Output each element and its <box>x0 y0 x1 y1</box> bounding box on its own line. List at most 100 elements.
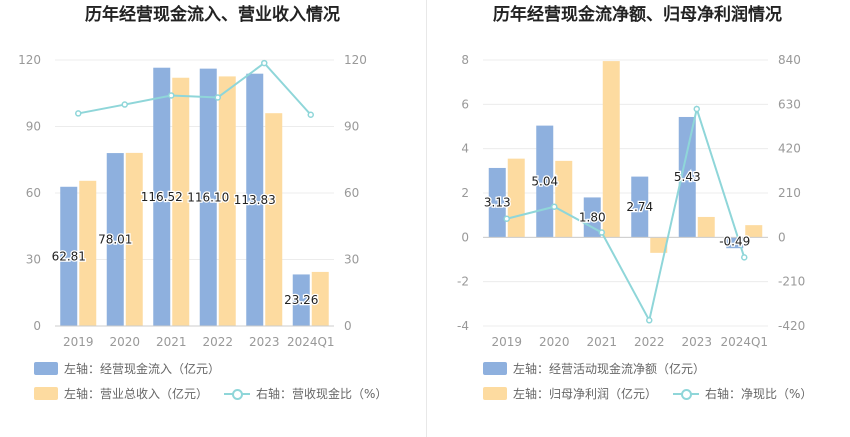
left-bar-secondary[interactable] <box>125 152 143 326</box>
legend-item-net-cash-flow[interactable]: 左轴：经营活动现金流净额（亿元） <box>483 360 705 377</box>
legend-label: 左轴：经营现金流入（亿元） <box>64 362 221 376</box>
legend-swatch-orange <box>483 387 507 400</box>
legend-label: 右轴：营收现金比（%） <box>256 387 388 401</box>
right-bar-primary[interactable] <box>488 167 506 238</box>
left-ratio-point[interactable] <box>307 111 314 119</box>
left-legend-row-1: 左轴：经营现金流入（亿元） <box>34 360 236 377</box>
right-data-label: 5.43 <box>674 170 701 184</box>
right-data-label: 3.13 <box>484 196 511 210</box>
legend-item-revenue[interactable]: 左轴：营业总收入（亿元） <box>34 385 208 402</box>
right-ratio-point[interactable] <box>503 215 510 223</box>
left-ratio-point[interactable] <box>121 101 128 108</box>
right-ratio-point[interactable] <box>646 317 653 324</box>
legend-item-cash-inflow[interactable]: 左轴：经营现金流入（亿元） <box>34 360 220 377</box>
right-ratio-point[interactable] <box>598 229 605 236</box>
right-legend-row-1: 左轴：经营活动现金流净额（亿元） <box>483 360 721 377</box>
legend-line-marker-icon <box>673 387 700 400</box>
left-left-tick-label: 90 <box>26 120 41 134</box>
left-bar-primary[interactable] <box>292 274 310 326</box>
left-right-tick-label: 90 <box>344 120 359 134</box>
right-chart-title: 历年经营现金流净额、归母净利润情况 <box>493 5 782 25</box>
right-ratio-point[interactable] <box>693 105 700 113</box>
left-ratio-point[interactable] <box>168 92 175 99</box>
left-category-label: 2020 <box>109 335 140 349</box>
right-bar-primary[interactable] <box>678 116 696 238</box>
left-left-tick-label: 60 <box>26 186 41 200</box>
left-bar-secondary[interactable] <box>311 271 329 326</box>
left-data-label: 116.52 <box>141 190 183 204</box>
right-right-tick-label: 0 <box>778 230 786 244</box>
left-bar-primary[interactable] <box>60 186 78 326</box>
right-category-label: 2021 <box>586 335 617 349</box>
right-left-tick-label: -4 <box>457 319 469 333</box>
legend-label: 左轴：营业总收入（亿元） <box>64 387 209 401</box>
right-bar-secondary[interactable] <box>650 237 668 253</box>
right-category-label: 2024Q1 <box>720 335 768 349</box>
left-bar-primary[interactable] <box>246 73 264 326</box>
left-bar-secondary[interactable] <box>79 180 97 326</box>
left-bar-secondary[interactable] <box>265 113 283 326</box>
left-right-tick-label: 120 <box>344 53 367 67</box>
panel-divider <box>426 0 427 437</box>
right-left-tick-label: 0 <box>461 230 469 244</box>
left-bar-primary[interactable] <box>106 153 124 326</box>
right-bar-secondary[interactable] <box>697 216 715 238</box>
right-right-tick-label: 210 <box>778 186 801 200</box>
right-bar-secondary[interactable] <box>602 61 620 238</box>
right-bar-secondary[interactable] <box>555 160 573 238</box>
right-bar-primary[interactable] <box>726 237 744 249</box>
right-bar-secondary[interactable] <box>745 225 763 238</box>
right-left-tick-label: -2 <box>457 275 469 289</box>
right-ratio-line <box>506 105 746 324</box>
right-bar-primary[interactable] <box>583 197 601 238</box>
right-right-tick-label: 840 <box>778 53 801 67</box>
right-data-label: 1.80 <box>579 210 606 224</box>
left-left-tick-label: 0 <box>33 319 41 333</box>
legend-item-net-profit[interactable]: 左轴：归母净利润（亿元） <box>483 385 657 402</box>
left-chart-title: 历年经营现金流入、营业收入情况 <box>85 5 340 25</box>
right-data-label: 2.74 <box>626 200 653 214</box>
right-data-label: 5.04 <box>531 174 558 188</box>
right-legend-row-2: 左轴：归母净利润（亿元） 右轴：净现比（%） <box>483 385 828 402</box>
legend-line-marker-icon <box>224 387 251 400</box>
legend-label: 右轴：净现比（%） <box>705 387 813 401</box>
legend-label: 左轴：归母净利润（亿元） <box>513 387 658 401</box>
left-data-label: 113.83 <box>234 193 276 207</box>
right-category-label: 2022 <box>634 335 665 349</box>
left-bar-secondary[interactable] <box>218 76 236 326</box>
left-bar-primary[interactable] <box>153 67 171 327</box>
right-right-tick-label: 630 <box>778 97 801 111</box>
left-data-label: 23.26 <box>284 293 318 307</box>
right-right-tick-label: -420 <box>778 319 805 333</box>
right-right-tick-label: -210 <box>778 275 805 289</box>
left-right-tick-label: 60 <box>344 186 359 200</box>
right-category-label: 2020 <box>539 335 570 349</box>
left-data-label: 78.01 <box>98 233 132 247</box>
left-data-label: 116.10 <box>187 190 229 204</box>
left-category-label: 2021 <box>156 335 187 349</box>
legend-item-ratio[interactable]: 右轴：营收现金比（%） <box>224 385 387 402</box>
right-bar-primary[interactable] <box>631 176 649 238</box>
left-bar-secondary[interactable] <box>172 77 190 326</box>
left-ratio-point[interactable] <box>214 94 221 101</box>
left-legend-row-2: 左轴：营业总收入（亿元） 右轴：营收现金比（%） <box>34 385 403 402</box>
right-chart-plot: -4 -2 0 2 4 6 8 -420 -210 0 210 420 630 840 2019 2020 20… <box>457 53 805 349</box>
legend-swatch-orange <box>34 387 58 400</box>
right-left-tick-label: 8 <box>461 53 469 67</box>
right-left-tick-label: 6 <box>461 97 469 111</box>
legend-swatch-blue <box>34 362 58 375</box>
left-ratio-point[interactable] <box>75 110 82 117</box>
left-chart-plot: 0 30 60 90 120 0 30 60 90 120 2019 2020 2021 2022 2023… <box>18 53 367 349</box>
legend-item-net-cash-ratio[interactable]: 右轴：净现比（%） <box>673 385 812 402</box>
legend-swatch-blue <box>483 362 507 375</box>
left-bar-primary[interactable] <box>199 68 217 327</box>
left-left-tick-label: 120 <box>18 53 41 67</box>
right-ratio-point[interactable] <box>741 254 748 261</box>
right-category-label: 2019 <box>491 335 522 349</box>
right-left-tick-label: 2 <box>461 186 469 200</box>
right-ratio-point[interactable] <box>551 203 558 210</box>
right-category-label: 2023 <box>681 335 712 349</box>
right-right-tick-label: 420 <box>778 142 801 156</box>
left-ratio-line <box>78 61 312 116</box>
left-ratio-point[interactable] <box>261 59 268 67</box>
